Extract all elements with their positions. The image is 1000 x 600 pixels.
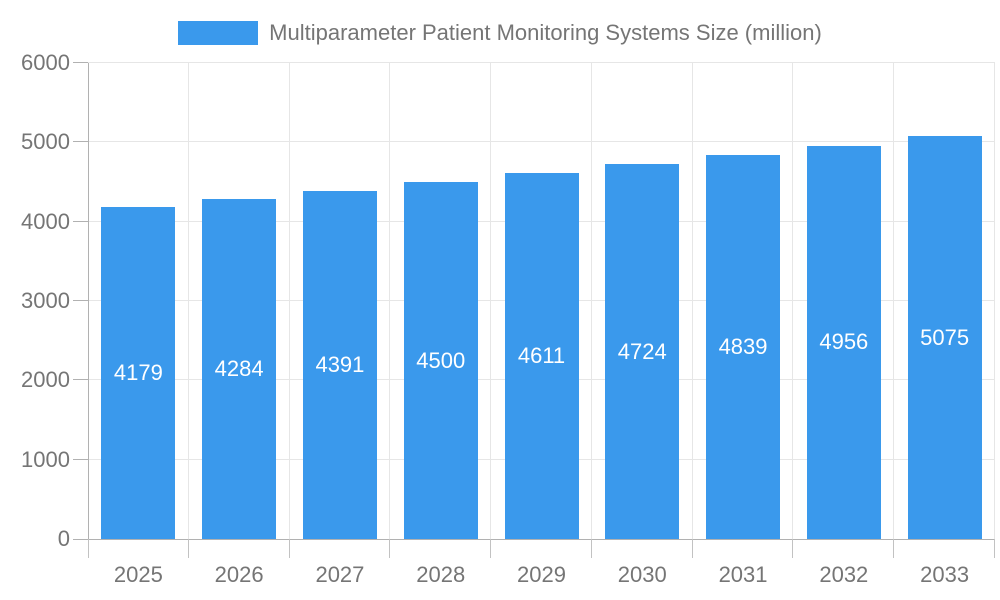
bar: 4839 (706, 155, 781, 539)
x-axis-tick (490, 539, 492, 558)
x-axis-tick (88, 539, 89, 558)
x-axis-label: 2033 (920, 562, 970, 587)
bar: 4611 (504, 173, 579, 539)
gridline-v (288, 63, 290, 539)
gridline-v (691, 63, 693, 539)
y-axis-tick (73, 220, 88, 222)
gridline-v (490, 63, 492, 539)
bar-value-label: 5075 (920, 324, 970, 350)
y-axis-tick (73, 379, 88, 381)
y-axis-label: 6000 (21, 50, 70, 75)
x-axis-tick (893, 539, 895, 558)
gridline-v (187, 63, 189, 539)
x-axis-tick (691, 539, 693, 558)
x-axis-tick (792, 539, 794, 558)
x-axis-label: 2027 (315, 562, 365, 587)
bar: 4956 (806, 145, 881, 539)
bar-value-label: 4500 (416, 347, 466, 373)
y-axis-tick (73, 141, 88, 143)
bar-value-label: 4839 (718, 334, 768, 360)
x-axis-line (88, 539, 995, 540)
gridline-v (994, 63, 995, 539)
gridline-h (88, 62, 995, 63)
x-axis-label: 2026 (214, 562, 264, 587)
bar: 4284 (202, 199, 277, 539)
y-axis-label: 0 (57, 526, 70, 551)
bar-value-label: 4179 (113, 360, 163, 386)
y-axis-tick (73, 458, 88, 460)
y-axis-label: 4000 (21, 208, 70, 234)
bar: 5075 (907, 136, 982, 539)
x-axis-label: 2029 (517, 562, 566, 587)
y-axis-label: 2000 (21, 367, 70, 393)
gridline-v (389, 63, 391, 539)
y-axis-tick (73, 300, 88, 301)
x-axis-label: 2032 (819, 562, 869, 587)
x-axis-tick (590, 539, 592, 558)
x-axis-tick (994, 539, 995, 558)
x-axis-tick (288, 539, 290, 558)
bar-value-label: 4956 (819, 329, 869, 355)
bar-value-label: 4391 (315, 351, 365, 377)
gridline-v (893, 63, 895, 539)
bar: 4179 (101, 207, 176, 539)
legend-label: Multiparameter Patient Monitoring System… (269, 20, 822, 45)
gridline-v (792, 63, 794, 539)
x-axis-tick (389, 539, 391, 558)
legend: Multiparameter Patient Monitoring System… (0, 16, 1000, 50)
plot-area: 4179 4284 4391 4500 4611 4724 4839 4956 5075 (88, 62, 995, 540)
x-axis-label: 2025 (113, 562, 163, 587)
y-axis-label: 5000 (21, 129, 70, 155)
gridline-h (88, 141, 995, 143)
y-axis-tick (73, 539, 88, 540)
y-axis-tick (73, 62, 88, 63)
y-axis-label: 1000 (21, 446, 70, 472)
bar-value-label: 4284 (214, 356, 264, 382)
bar-value-label: 4724 (617, 338, 667, 364)
legend-swatch (178, 21, 259, 45)
x-axis-label: 2031 (718, 562, 768, 587)
x-axis-label: 2030 (617, 562, 667, 587)
gridline-v (590, 63, 592, 539)
x-axis-label: 2028 (416, 562, 466, 587)
bar: 4391 (302, 190, 377, 539)
bar: 4724 (605, 164, 680, 539)
bar: 4500 (403, 182, 478, 539)
y-axis-line (88, 63, 89, 558)
x-axis-tick (187, 539, 189, 558)
y-axis-label: 3000 (21, 288, 70, 313)
bar-value-label: 4611 (517, 343, 566, 369)
